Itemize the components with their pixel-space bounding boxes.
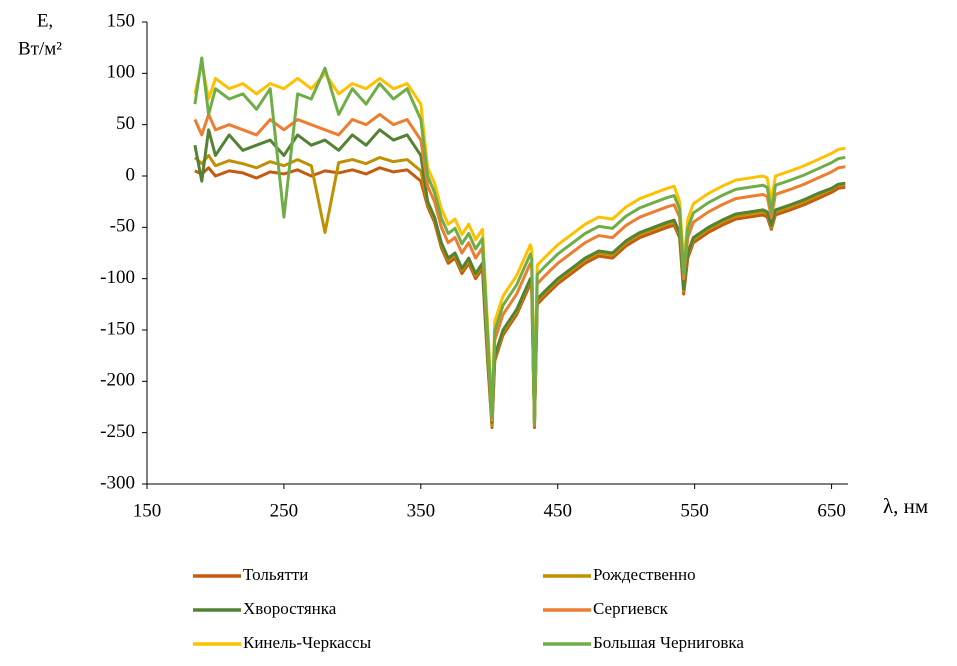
legend-label: Сергиевск (593, 599, 669, 618)
y-tick-label: -250 (100, 421, 135, 442)
y-tick-label: -200 (100, 370, 135, 391)
y-tick-label: -150 (100, 318, 135, 339)
series-line (193, 61, 846, 419)
y-tick-label: -50 (110, 216, 135, 237)
legend-label: Кинель-Черкассы (243, 633, 372, 652)
series-line (193, 112, 846, 422)
x-tick-label: 150 (133, 500, 162, 521)
legend-label: Тольятти (243, 565, 308, 584)
series-line (194, 166, 846, 430)
x-tick-label: 450 (543, 500, 572, 521)
y-tick-label: -300 (100, 472, 135, 493)
y-tick-label: 50 (116, 113, 135, 134)
x-tick-label: 350 (407, 500, 436, 521)
x-tick-label: 250 (270, 500, 299, 521)
y-tick-label: 100 (107, 62, 136, 83)
series-line (193, 56, 846, 424)
y-tick-label: -100 (100, 267, 135, 288)
x-tick-label: 550 (680, 500, 709, 521)
legend-label: Рождественно (593, 565, 696, 584)
y-axis-label: E, (37, 10, 53, 31)
x-tick-label: 650 (817, 500, 846, 521)
series-line (193, 128, 846, 424)
y-tick-label: 0 (126, 164, 136, 185)
legend-label: Хворостянка (243, 599, 337, 618)
x-axis-label: λ, нм (883, 494, 928, 518)
legend-label: Большая Черниговка (593, 633, 744, 652)
y-tick-label: 150 (107, 10, 136, 31)
y-axis-label: Вт/м² (18, 38, 62, 59)
